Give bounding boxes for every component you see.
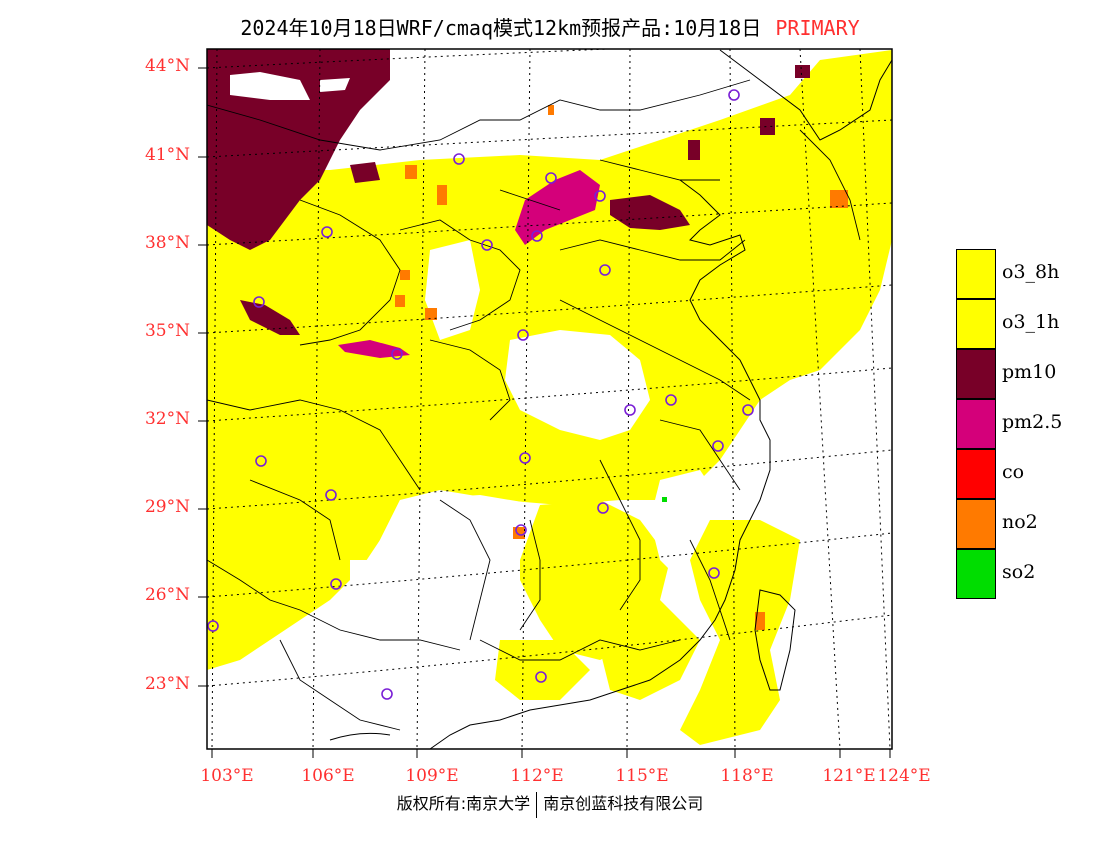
legend-label: co [1002,461,1025,483]
lon-label-112e: 112°E [510,766,564,786]
clear-areas [207,240,892,749]
legend-swatch [956,499,996,549]
province-borders [207,79,861,731]
lon-label-106e: 106°E [301,766,355,786]
map-title: 2024年10月18日WRF/cmaq模式12km预报产品:10月18日 PRIM… [0,12,1100,41]
legend-label: so2 [1002,561,1036,583]
so2-spot [662,497,667,502]
lat-label-41n: 41°N [144,145,190,165]
graticule [207,49,892,749]
legend-label: pm2.5 [1002,411,1063,433]
lat-label-44n: 44°N [144,56,190,76]
legend-swatch [956,349,996,399]
map-title-text: 2024年10月18日WRF/cmaq模式12km预报产品:10月18日 [240,16,762,40]
legend-label: o3_8h [1002,261,1060,283]
lon-label-109e: 109°E [405,766,459,786]
legend-label: pm10 [1002,361,1057,383]
copyright-right: 南京创蓝科技有限公司 [543,794,704,813]
copyright-left: 版权所有:南京大学 [396,794,531,813]
axis-ticks [198,67,891,758]
lon-label-118e: 118°E [720,766,774,786]
copyright-footer: 版权所有:南京大学 南京创蓝科技有限公司 [0,790,1100,818]
lat-label-38n: 38°N [144,233,190,253]
lat-label-26n: 26°N [144,585,190,605]
legend-swatch [956,549,996,599]
lon-label-124e: 124°E [877,766,931,786]
legend-swatch [956,299,996,349]
lon-label-103e: 103°E [200,766,254,786]
pm10-clear-patch [230,72,350,100]
lat-label-29n: 29°N [144,497,190,517]
city-markers [207,89,754,700]
legend-swatch [956,399,996,449]
footer-separator [536,791,538,818]
pm10-region [207,49,810,335]
legend-label: o3_1h [1002,311,1060,333]
legend-label: no2 [1002,511,1038,533]
legend-swatch [956,449,996,499]
plot-frame [206,48,893,750]
lon-label-121e: 121°E [822,766,876,786]
legend-swatch [956,249,996,299]
coastline [329,49,892,749]
lat-label-32n: 32°N [144,409,190,429]
lat-label-23n: 23°N [144,674,190,694]
lat-label-35n: 35°N [144,321,190,341]
primary-tag: PRIMARY [775,16,860,40]
lon-label-115e: 115°E [615,766,669,786]
